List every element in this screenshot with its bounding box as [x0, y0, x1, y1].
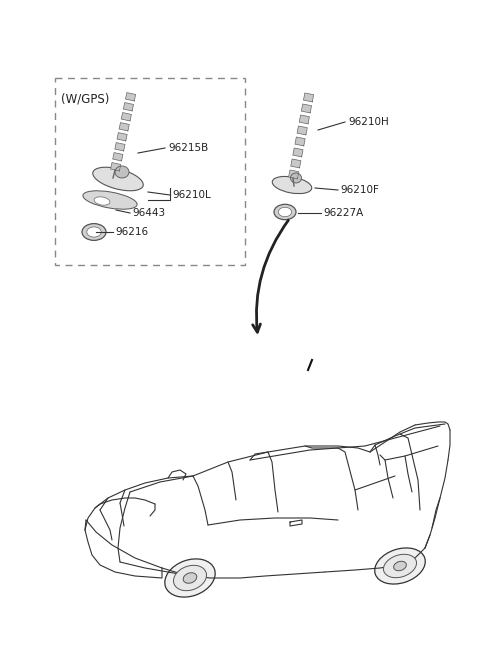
Ellipse shape [274, 204, 296, 219]
Ellipse shape [82, 223, 106, 240]
Bar [55, 78, 245, 265]
Ellipse shape [183, 572, 197, 583]
Polygon shape [115, 143, 125, 151]
Text: 96210L: 96210L [172, 190, 211, 200]
Text: 96210H: 96210H [348, 117, 389, 127]
Polygon shape [288, 170, 299, 179]
Ellipse shape [290, 173, 301, 183]
Polygon shape [110, 162, 121, 171]
Text: 96227A: 96227A [323, 208, 363, 218]
Ellipse shape [115, 166, 129, 178]
Text: (W/GPS): (W/GPS) [61, 92, 109, 105]
Ellipse shape [93, 167, 143, 191]
Text: 96210F: 96210F [340, 185, 379, 195]
Ellipse shape [165, 559, 215, 597]
Ellipse shape [384, 554, 417, 578]
Polygon shape [301, 104, 312, 113]
Polygon shape [303, 93, 313, 102]
Polygon shape [293, 148, 303, 157]
Polygon shape [113, 153, 123, 161]
Polygon shape [119, 122, 129, 131]
Ellipse shape [278, 208, 292, 217]
Ellipse shape [375, 548, 425, 584]
Polygon shape [295, 137, 305, 146]
Polygon shape [117, 132, 127, 141]
Polygon shape [297, 126, 307, 135]
Ellipse shape [173, 565, 206, 591]
Polygon shape [291, 159, 301, 168]
Text: 96443: 96443 [132, 208, 165, 218]
Ellipse shape [87, 227, 101, 237]
Ellipse shape [94, 196, 110, 205]
Ellipse shape [394, 561, 407, 571]
Text: 96216: 96216 [115, 227, 148, 237]
Polygon shape [125, 92, 136, 101]
Ellipse shape [83, 191, 137, 209]
Ellipse shape [272, 176, 312, 194]
Polygon shape [299, 115, 310, 124]
Polygon shape [123, 103, 133, 111]
Polygon shape [121, 113, 132, 121]
Text: 96215B: 96215B [168, 143, 208, 153]
